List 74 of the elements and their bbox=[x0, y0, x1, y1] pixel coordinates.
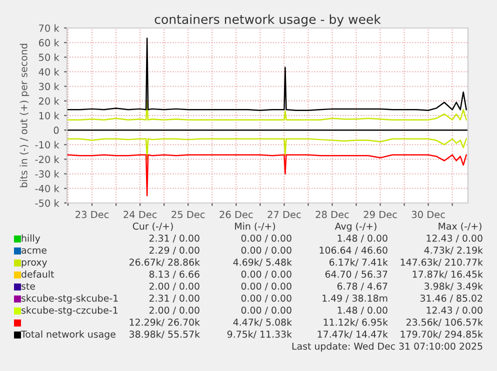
text: Cur (-/+) bbox=[132, 222, 173, 231]
text: 1.48 / 0.00 bbox=[338, 306, 388, 314]
y-tick-label: -50 k bbox=[35, 199, 60, 207]
text: 17.87k/ 16.45k bbox=[412, 270, 483, 278]
y-tick-label: 60 k bbox=[38, 38, 60, 46]
text: 6.78 / 4.67 bbox=[337, 282, 388, 290]
y-tick-label: -30 k bbox=[35, 170, 60, 178]
y-axis-title: bits in (-) / out (+) per second bbox=[20, 44, 30, 188]
text: 2.00 / 0.00 bbox=[149, 282, 200, 290]
text: 4.47k/ 5.08k bbox=[233, 318, 292, 326]
text: 179.70k/ 294.85k bbox=[400, 330, 483, 338]
chart-title: containers network usage - by week bbox=[154, 14, 381, 26]
y-tick-label: 0 bbox=[54, 126, 59, 134]
text: 8.13 / 6.66 bbox=[149, 270, 200, 278]
text: 0.00 / 0.00 bbox=[241, 282, 292, 290]
x-tick-label: 26 Dec bbox=[220, 210, 253, 218]
line-series bbox=[67, 154, 467, 196]
y-tick-label: -10 k bbox=[35, 140, 60, 148]
y-tick-label: 10 k bbox=[39, 112, 60, 120]
text: 0.00 / 0.00 bbox=[241, 306, 292, 314]
x-tick-label: 29 Dec bbox=[364, 210, 397, 218]
text: 4.73k/ 2.19k bbox=[424, 246, 483, 254]
text: 26.67k/ 28.86k bbox=[129, 258, 200, 266]
legend-label: Total network usage bbox=[20, 330, 116, 340]
y-tick-label: 40 k bbox=[38, 68, 60, 76]
text: 9.75k/ 11.33k bbox=[227, 330, 292, 338]
x-tick-label: 28 Dec bbox=[316, 210, 349, 218]
legend-label: default bbox=[22, 270, 54, 278]
text: Avg (-/+) bbox=[334, 222, 376, 232]
y-tick-label: 20 k bbox=[38, 97, 60, 105]
legend-label: proxy bbox=[22, 260, 48, 268]
text: 0.00 / 0.00 bbox=[241, 294, 292, 302]
line-series bbox=[67, 38, 467, 112]
text: 2.29 / 0.00 bbox=[149, 246, 200, 254]
text: Last update: Wed Dec 31 07:10:00 2025 bbox=[292, 342, 482, 352]
text: 0.00 / 0.00 bbox=[241, 234, 292, 242]
legend-label: skcube-stg-czcube-1 bbox=[22, 306, 118, 316]
text: 17.47k/ 14.47k bbox=[318, 330, 388, 338]
text: 38.98k/ 55.57k bbox=[130, 330, 200, 338]
text: 2.00 / 0.00 bbox=[149, 306, 200, 314]
text: 2.31 / 0.00 bbox=[149, 294, 200, 302]
text: 12.43 / 0.00 bbox=[426, 306, 482, 314]
text: 0.00 / 0.00 bbox=[241, 270, 292, 278]
x-tick-label: 30 Dec bbox=[412, 210, 445, 218]
x-tick-label: 27 Dec bbox=[268, 210, 301, 218]
text: 31.46 / 85.02 bbox=[420, 294, 482, 302]
legend-label: skcube-stg-skcube-1 bbox=[22, 294, 118, 304]
legend-label: hilly bbox=[22, 234, 40, 244]
x-tick-label: 23 Dec bbox=[76, 210, 109, 218]
text: 11.12k/ 6.95k bbox=[324, 318, 388, 326]
text: 0.00 / 0.00 bbox=[241, 246, 292, 254]
text: 106.64 / 46.60 bbox=[320, 246, 388, 254]
text: 1.48 / 0.00 bbox=[338, 234, 388, 242]
text: 2.31 / 0.00 bbox=[149, 234, 200, 242]
text: 6.17k/ 7.41k bbox=[329, 258, 388, 266]
text: 64.70 / 56.37 bbox=[325, 270, 388, 278]
y-tick-label: -20 k bbox=[35, 156, 60, 164]
text: 1.49 / 38.18m bbox=[322, 294, 388, 302]
text: Max (-/+) bbox=[438, 222, 482, 231]
legend-label: ste bbox=[22, 282, 35, 290]
text: 3.98k/ 3.49k bbox=[424, 282, 483, 290]
x-tick-label: 24 Dec bbox=[124, 210, 157, 218]
y-tick-label: -40 k bbox=[35, 184, 60, 192]
y-tick-label: 70 k bbox=[39, 24, 60, 32]
text: Min (-/+) bbox=[235, 222, 276, 231]
text: 12.43 / 0.00 bbox=[426, 234, 482, 242]
text: 147.63k/ 210.77k bbox=[400, 258, 483, 266]
text: 4.69k/ 5.48k bbox=[233, 258, 292, 266]
y-tick-label: 30 k bbox=[39, 82, 60, 90]
legend-label: acme bbox=[22, 248, 46, 254]
text: 23.56k/ 106.57k bbox=[406, 318, 483, 326]
y-tick-label: 50 k bbox=[39, 53, 60, 61]
text: 12.29k/ 26.70k bbox=[130, 318, 200, 326]
x-tick-label: 25 Dec bbox=[172, 210, 205, 218]
